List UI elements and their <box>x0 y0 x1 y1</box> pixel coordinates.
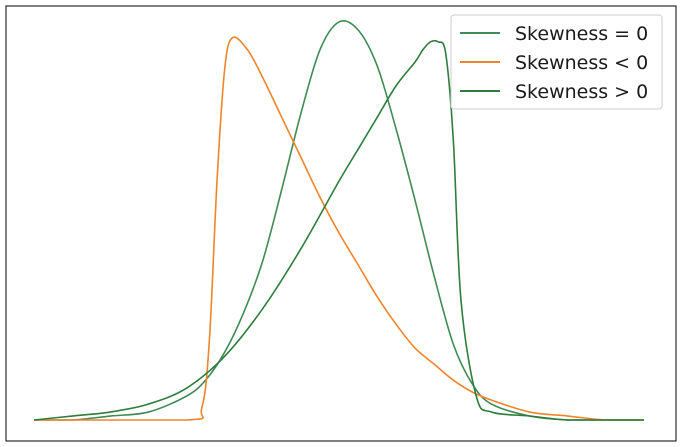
legend-box <box>450 14 663 110</box>
legend: Skewness = 0 Skewness < 0 Skewness > 0 <box>450 14 663 110</box>
legend-label-2: Skewness < 0 <box>515 52 648 74</box>
series-line-1 <box>33 19 644 421</box>
legend-label-1: Skewness = 0 <box>515 23 648 45</box>
legend-label-3: Skewness > 0 <box>515 81 648 103</box>
series-line-3 <box>33 39 644 421</box>
series-layer <box>33 19 644 421</box>
